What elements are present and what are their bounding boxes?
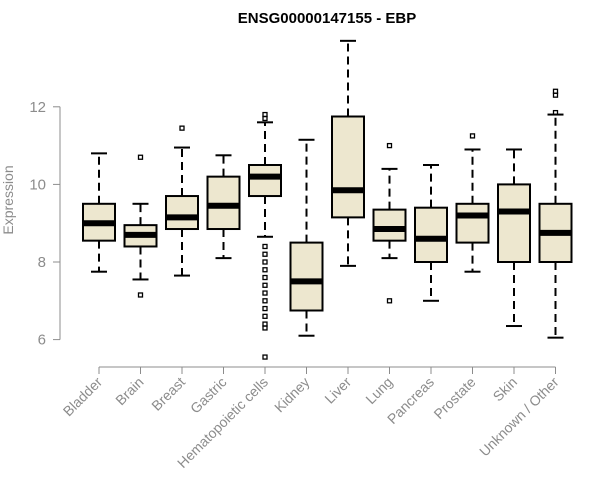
x-tick-label: Liver — [321, 374, 354, 407]
x-tick-label: Brain — [112, 374, 146, 408]
y-tick-label: 6 — [38, 332, 46, 349]
outlier-point — [262, 251, 268, 257]
box-group-unknown-other — [538, 88, 573, 339]
x-tick-label: Lung — [362, 374, 395, 407]
box-group-gastric — [206, 154, 241, 260]
iqr-box — [289, 241, 324, 312]
chart-title: ENSG00000147155 - EBP — [238, 10, 416, 27]
box-group-lung — [372, 142, 407, 304]
x-tick-label: Bladder — [60, 374, 106, 420]
iqr-box — [497, 183, 531, 263]
y-tick-label: 8 — [38, 254, 46, 271]
outlier-point — [262, 282, 268, 288]
outlier-point — [386, 142, 393, 149]
box-group-pancreas — [414, 164, 448, 302]
y-axis-label: Expression — [0, 165, 16, 234]
iqr-box — [165, 195, 199, 231]
box-group-hematopoietic-cells — [248, 111, 282, 360]
x-tick-label: Unknown / Other — [476, 374, 562, 460]
outlier-point — [262, 243, 268, 250]
outlier-point — [469, 133, 476, 139]
outlier-point — [137, 154, 144, 160]
y-axis: 6 8 10 12 — [29, 99, 61, 349]
iqr-box — [331, 115, 365, 219]
y-tick-label: 12 — [29, 99, 46, 116]
iqr-box — [372, 208, 407, 242]
box-group-prostate — [455, 133, 490, 273]
outlier-point — [179, 125, 185, 131]
box-group-breast — [165, 125, 199, 277]
outlier-point — [552, 109, 559, 116]
outlier-point — [262, 298, 268, 304]
iqr-box — [414, 206, 448, 263]
x-tick-label: Kidney — [271, 374, 313, 416]
x-tick-label: Skin — [490, 374, 521, 405]
box-group-bladder — [82, 152, 116, 273]
outlier-point — [262, 305, 268, 312]
outlier-point — [262, 313, 268, 319]
box-group-liver — [331, 39, 365, 267]
outlier-point — [262, 111, 268, 118]
iqr-box — [248, 164, 282, 198]
box-group-kidney — [289, 138, 324, 337]
box-group-skin — [497, 148, 531, 328]
outlier-point — [137, 292, 144, 298]
outlier-point — [552, 88, 559, 94]
iqr-box — [455, 202, 490, 244]
outlier-point — [262, 274, 268, 281]
outlier-point — [262, 325, 268, 331]
outlier-point — [386, 298, 393, 304]
x-tick-label: Prostate — [430, 374, 478, 422]
outlier-point — [262, 354, 268, 360]
box-group-brain — [123, 154, 158, 298]
outlier-point — [262, 267, 268, 273]
x-tick-label: Breast — [148, 374, 188, 414]
plot-area — [82, 39, 573, 360]
outlier-point — [262, 259, 268, 265]
y-tick-label: 10 — [29, 176, 46, 193]
outlier-point — [262, 290, 268, 296]
